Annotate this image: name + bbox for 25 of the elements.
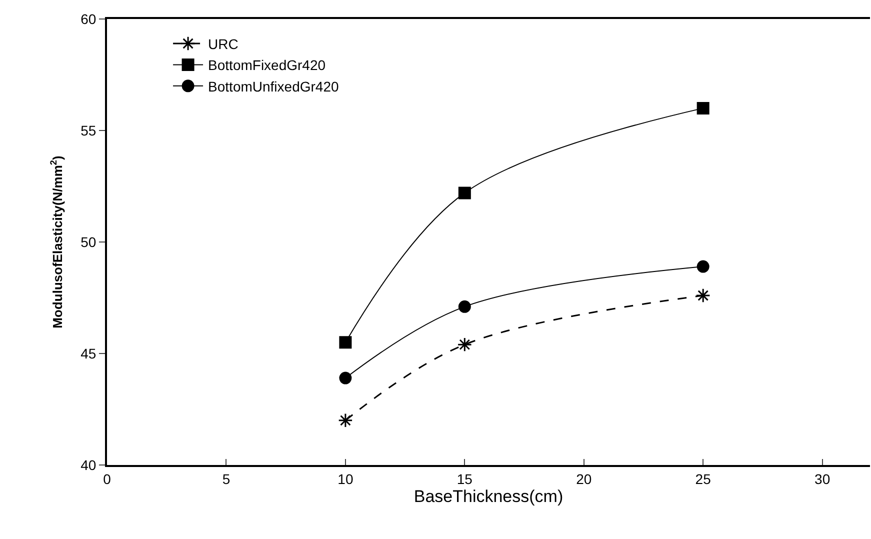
x-axis-title: BaseThickness(cm) bbox=[414, 486, 564, 506]
y-tick-label: 60 bbox=[80, 10, 96, 27]
x-tick-label: 20 bbox=[576, 470, 592, 487]
point bbox=[338, 413, 353, 428]
point bbox=[339, 372, 352, 384]
x-tick-label: 25 bbox=[695, 470, 712, 487]
x-tick-label: 15 bbox=[456, 470, 473, 487]
x-tick-label: 30 bbox=[814, 470, 830, 487]
point bbox=[696, 288, 710, 303]
point bbox=[458, 186, 471, 200]
x-tick-label: 5 bbox=[222, 470, 230, 487]
legend-label: BottomFixedGr420 bbox=[208, 57, 326, 74]
point bbox=[339, 336, 352, 349]
y-tick-label: 50 bbox=[80, 234, 96, 250]
y-tick-label: 45 bbox=[80, 345, 96, 362]
point bbox=[696, 102, 710, 114]
x-tick-label: 0 bbox=[103, 470, 112, 487]
point bbox=[696, 260, 710, 273]
point bbox=[457, 337, 472, 352]
point bbox=[458, 300, 471, 313]
x-tick-label: 10 bbox=[338, 470, 354, 487]
y-tick-label: 40 bbox=[80, 456, 96, 473]
y-tick-label: 55 bbox=[80, 122, 96, 138]
legend-label: BottomUnfixedGr420 bbox=[208, 78, 339, 94]
legend-label: URC bbox=[208, 36, 238, 52]
